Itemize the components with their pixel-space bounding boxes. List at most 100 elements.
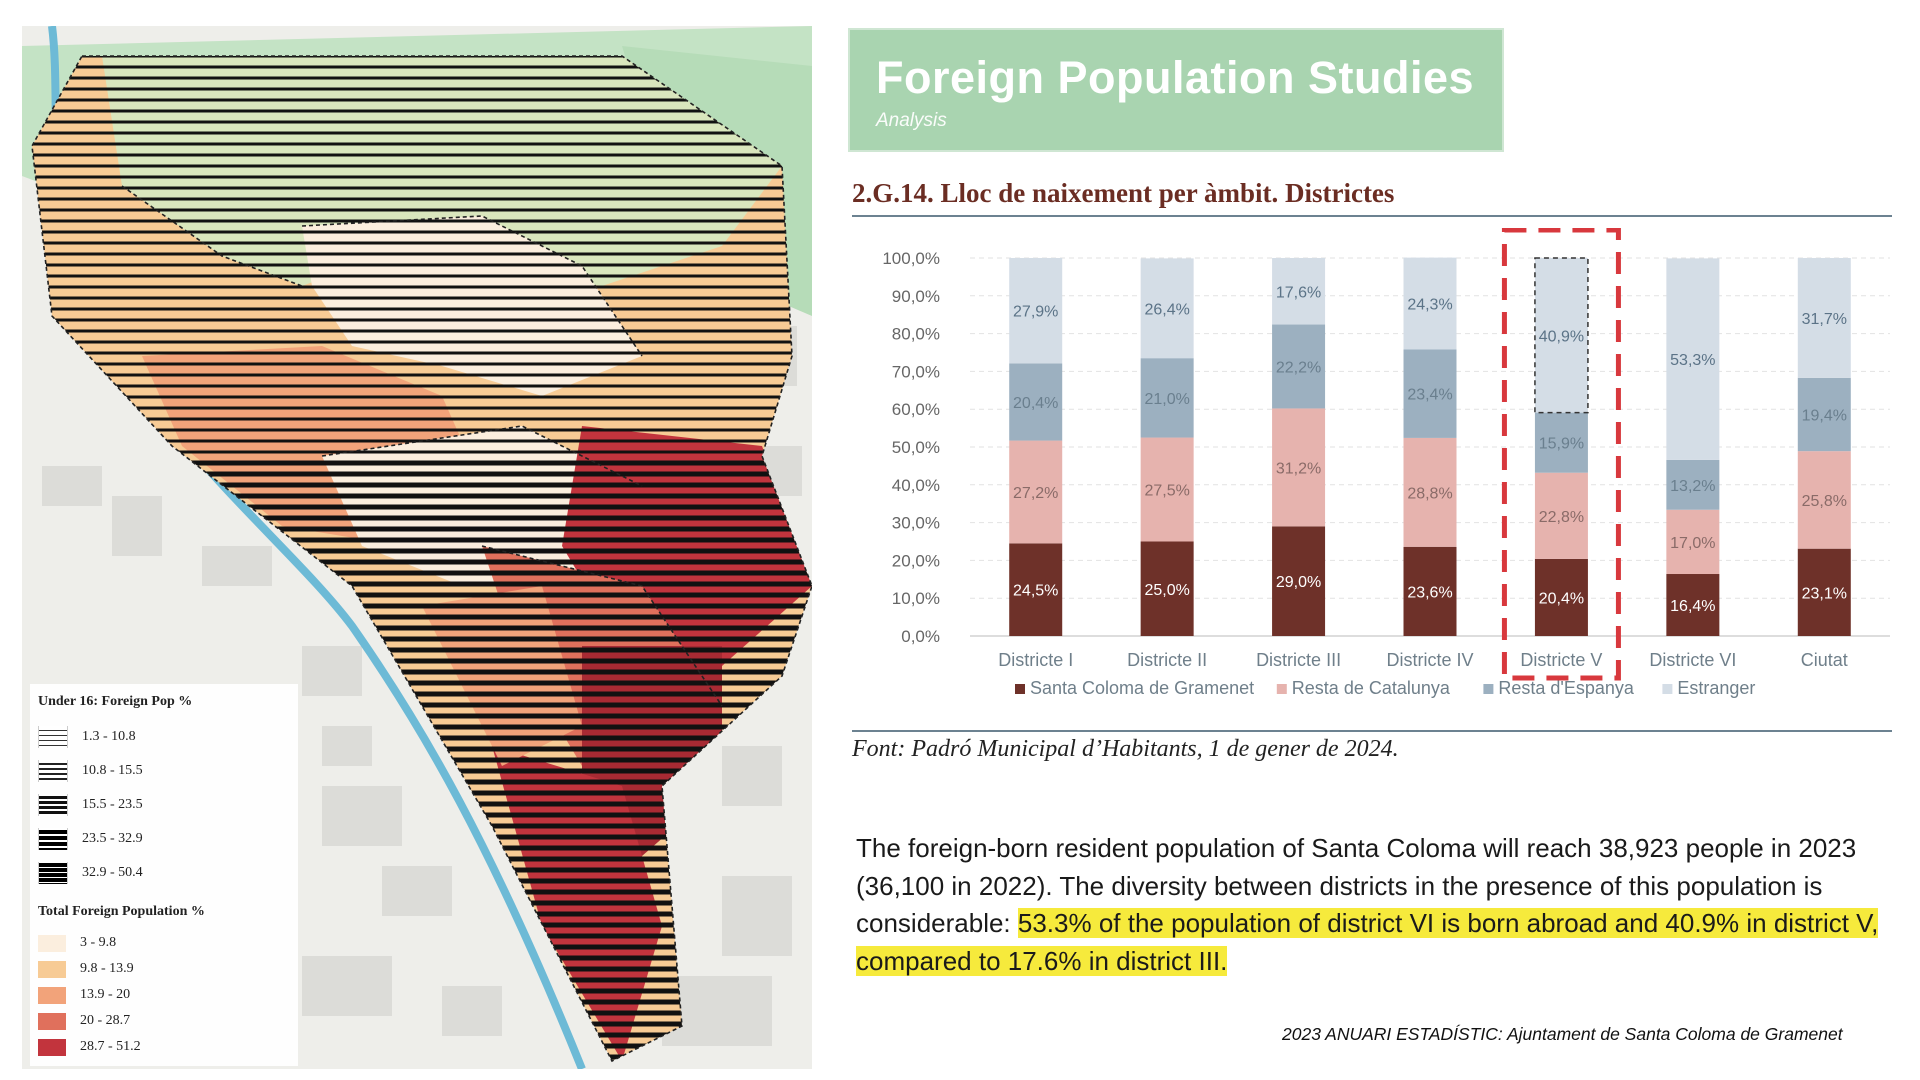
- x-tick-label: Districte V: [1520, 650, 1602, 670]
- color-swatch: [38, 986, 66, 1004]
- bar-segment: [1797, 377, 1851, 452]
- data-label: 23,1%: [1802, 585, 1847, 602]
- legend-label: Resta d'Espanya: [1498, 678, 1635, 698]
- data-label: 24,5%: [1013, 583, 1058, 600]
- legend-total-title: Total Foreign Population %: [38, 904, 205, 919]
- y-tick-label: 50,0%: [892, 438, 940, 457]
- color-swatch: [38, 934, 66, 952]
- bar-segment: [1009, 258, 1063, 364]
- bar-segment: [1534, 558, 1588, 636]
- bar-segment: [1403, 546, 1457, 636]
- bar-segment: [1009, 363, 1063, 441]
- data-label: 27,2%: [1013, 485, 1058, 502]
- data-label: 31,2%: [1276, 460, 1321, 477]
- bar-segment: [1403, 437, 1457, 547]
- data-label: 25,8%: [1802, 493, 1847, 510]
- legend-total-item: 9.8 - 13.9: [38, 956, 288, 982]
- y-tick-label: 30,0%: [892, 514, 940, 533]
- bar-segment: [1797, 451, 1851, 549]
- chart-title: 2.G.14. Lloc de naixement per àmbit. Dis…: [852, 178, 1395, 208]
- data-label: 26,4%: [1144, 301, 1189, 318]
- data-label: 17,0%: [1670, 535, 1715, 552]
- header-banner: Foreign Population Studies Analysis: [848, 28, 1504, 152]
- highlight-frame: [1501, 228, 1621, 681]
- x-tick-label: Districte IV: [1386, 650, 1473, 670]
- legend-label: Santa Coloma de Gramenet: [1030, 678, 1254, 698]
- legend-swatch: [1662, 684, 1673, 694]
- bar-segment: [1797, 258, 1851, 378]
- x-tick-label: Districte VI: [1649, 650, 1736, 670]
- bar-segment: [1797, 548, 1851, 636]
- data-label: 40,9%: [1539, 328, 1584, 345]
- bar-segment: [1272, 526, 1326, 636]
- legend-hatch-item: 1.3 - 10.8: [38, 720, 288, 754]
- legend-label: Estranger: [1677, 678, 1755, 698]
- hatch-swatch: [38, 862, 68, 884]
- data-label: 22,8%: [1539, 509, 1584, 526]
- credit-line: 2023 ANUARI ESTADÍSTIC: Ajuntament de Sa…: [1282, 1024, 1843, 1044]
- bar-segment: [1666, 258, 1720, 460]
- x-axis-ticks: Districte I Districte II Districte III Dist…: [998, 650, 1848, 670]
- y-axis-ticks: 0,0% 10,0% 20,0% 30,0% 40,0% 50,0% 60,0% 70,0% 8…: [882, 249, 940, 646]
- data-label: 27,9%: [1013, 304, 1058, 321]
- legend-total-item: 3 - 9.8: [38, 930, 288, 956]
- chart-source: Font: Padró Municipal d’Habitants, 1 de …: [852, 736, 1399, 762]
- bar-segment: [1534, 258, 1588, 413]
- bar-segment: [1534, 472, 1588, 559]
- choropleth-map: Under 16: Foreign Pop % 1.3 - 10.8 10.8 …: [22, 26, 812, 1069]
- legend-total-item: 13.9 - 20: [38, 982, 288, 1008]
- y-tick-label: 60,0%: [892, 400, 940, 419]
- legend-hatch-item: 23.5 - 32.9: [38, 822, 288, 856]
- data-label: 21,0%: [1144, 391, 1189, 408]
- highlight-box: [1501, 228, 1621, 681]
- bar-segment: [1666, 574, 1720, 636]
- bar-segment: [1403, 349, 1457, 438]
- x-tick-label: Districte I: [998, 650, 1073, 670]
- y-tick-label: 90,0%: [892, 287, 940, 306]
- data-label: 15,9%: [1539, 436, 1584, 453]
- x-tick-label: Districte III: [1256, 650, 1341, 670]
- chart-legend: Santa Coloma de Gramenet Resta de Catalun…: [1015, 678, 1755, 698]
- page-subtitle: Analysis: [876, 110, 947, 131]
- data-label: 13,2%: [1670, 478, 1715, 495]
- data-label: 25,0%: [1144, 582, 1189, 599]
- y-tick-label: 20,0%: [892, 551, 940, 570]
- color-swatch: [38, 960, 66, 978]
- legend-swatch: [1015, 684, 1025, 694]
- bar-segment: [1272, 258, 1326, 325]
- color-swatch: [38, 1012, 66, 1030]
- data-label: 27,5%: [1144, 483, 1189, 500]
- bar-segment: [1666, 459, 1720, 510]
- y-tick-label: 70,0%: [892, 362, 940, 381]
- stacked-bar-chart: 0,0% 10,0% 20,0% 30,0% 40,0% 50,0% 60,0% 70,0% 8…: [882, 228, 1890, 698]
- data-label: 17,6%: [1276, 284, 1321, 301]
- data-label: 22,2%: [1276, 359, 1321, 376]
- data-label: 53,3%: [1670, 352, 1715, 369]
- hatch-swatch: [38, 726, 68, 748]
- divider-bottom: [852, 730, 1892, 732]
- bar-segment: [1140, 358, 1194, 438]
- divider-top: [852, 215, 1892, 217]
- hatch-swatch: [38, 760, 68, 782]
- data-label: 19,4%: [1802, 407, 1847, 424]
- legend-label: Resta de Catalunya: [1292, 678, 1451, 698]
- data-label: 16,4%: [1670, 598, 1715, 615]
- data-label: 24,3%: [1407, 297, 1452, 314]
- bar-segment: [1272, 324, 1326, 409]
- y-tick-label: 0,0%: [901, 627, 940, 646]
- legend-hatch-item: 32.9 - 50.4: [38, 856, 288, 890]
- data-label: 20,4%: [1013, 395, 1058, 412]
- hatch-swatch: [38, 794, 68, 816]
- data-label: 28,8%: [1407, 485, 1452, 502]
- y-tick-label: 40,0%: [892, 476, 940, 495]
- legend-hatch-title: Under 16: Foreign Pop %: [38, 694, 193, 709]
- chart-bars: 24,5% 27,2% 20,4% 27,9% 25,0% 27,5% 21,0% 26,4%…: [1009, 257, 1851, 636]
- bar-segment: [1534, 412, 1588, 473]
- legend-swatch: [1276, 684, 1287, 694]
- data-label: 23,6%: [1407, 584, 1452, 601]
- bar-segment: [1009, 543, 1063, 636]
- color-swatch: [38, 1038, 66, 1056]
- page-title: Foreign Population Studies: [876, 52, 1474, 103]
- data-label: 31,7%: [1802, 311, 1847, 328]
- bar-segment: [1403, 257, 1457, 350]
